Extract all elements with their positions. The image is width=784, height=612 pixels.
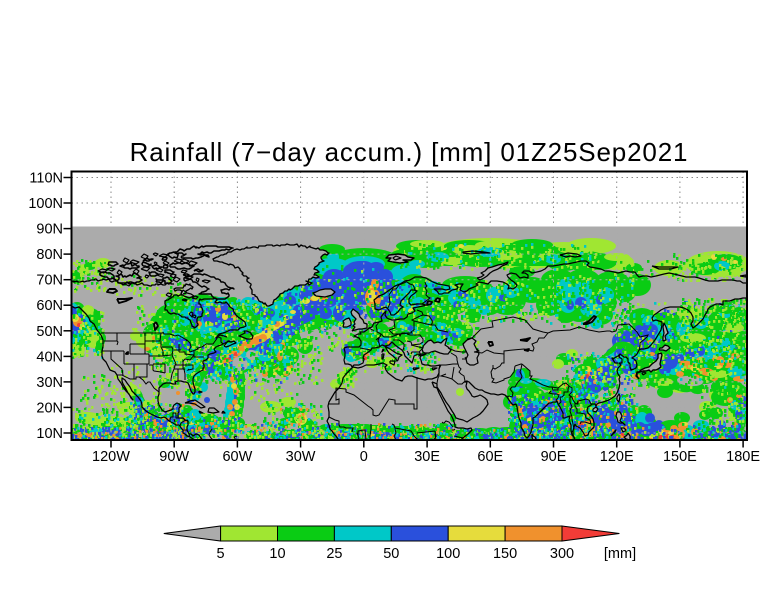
- svg-text:100: 100: [436, 546, 460, 562]
- svg-text:100N: 100N: [28, 196, 63, 212]
- svg-text:90N: 90N: [36, 222, 63, 238]
- svg-text:110N: 110N: [29, 171, 63, 187]
- svg-text:5: 5: [217, 546, 225, 562]
- svg-text:70N: 70N: [36, 273, 63, 289]
- svg-text:90E: 90E: [541, 449, 567, 465]
- svg-text:30N: 30N: [36, 375, 63, 391]
- svg-text:20N: 20N: [36, 400, 63, 416]
- svg-text:120W: 120W: [92, 449, 130, 465]
- svg-text:25: 25: [326, 546, 342, 562]
- svg-text:Rainfall (7−day accum.) [mm] 0: Rainfall (7−day accum.) [mm] 01Z25Sep202…: [130, 137, 689, 167]
- svg-text:30E: 30E: [414, 449, 440, 465]
- svg-text:[mm]: [mm]: [604, 546, 636, 562]
- svg-text:150E: 150E: [663, 449, 697, 465]
- svg-text:180E: 180E: [726, 449, 760, 465]
- svg-text:0: 0: [360, 449, 368, 465]
- svg-text:120E: 120E: [600, 449, 634, 465]
- svg-text:30W: 30W: [286, 449, 316, 465]
- svg-text:10: 10: [269, 546, 285, 562]
- svg-text:50N: 50N: [36, 324, 63, 340]
- svg-text:300: 300: [550, 546, 574, 562]
- svg-text:150: 150: [493, 546, 517, 562]
- svg-text:80N: 80N: [36, 247, 63, 263]
- svg-text:10N: 10N: [36, 426, 63, 442]
- svg-text:60E: 60E: [477, 449, 503, 465]
- svg-text:40N: 40N: [36, 349, 63, 365]
- svg-text:60N: 60N: [36, 298, 63, 314]
- svg-text:50: 50: [383, 546, 399, 562]
- svg-text:60W: 60W: [222, 449, 252, 465]
- svg-text:90W: 90W: [159, 449, 189, 465]
